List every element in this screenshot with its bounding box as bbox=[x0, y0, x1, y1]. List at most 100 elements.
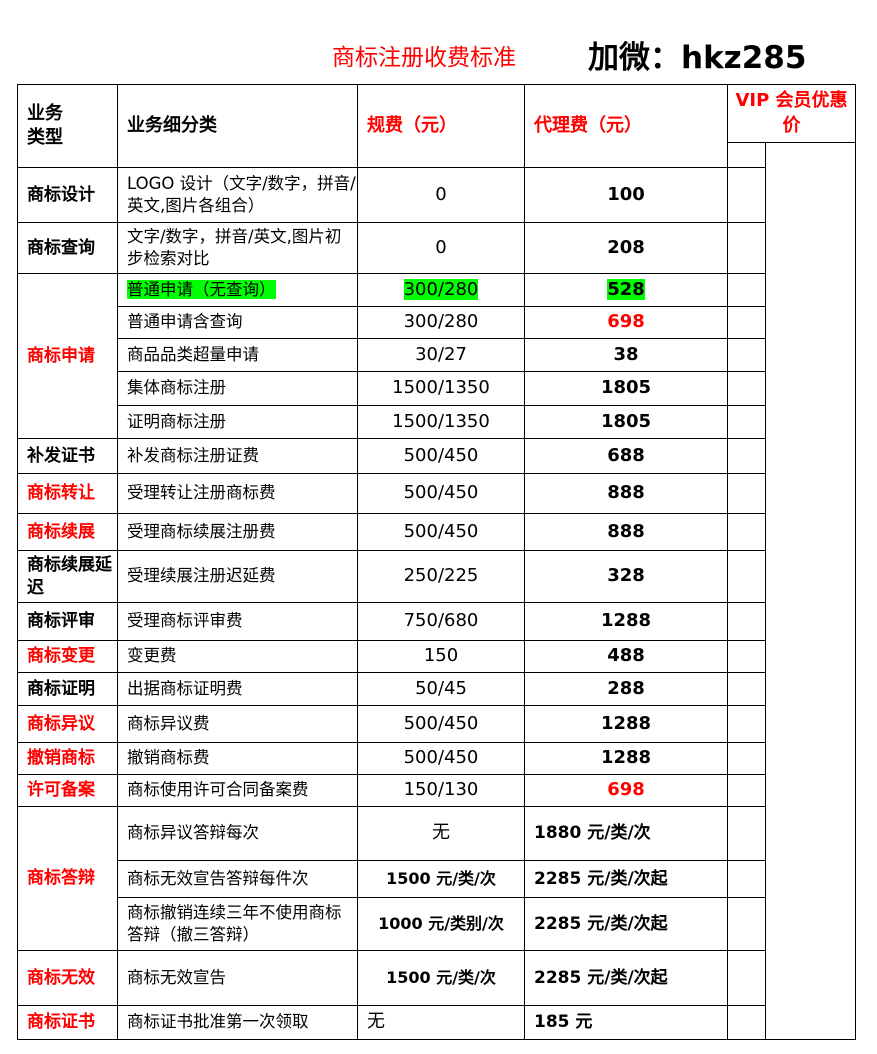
header-subtype: 业务细分类 bbox=[117, 84, 358, 168]
official-fee-cell-text: 无 bbox=[367, 1011, 385, 1033]
table-row: 商标转让 受理转让注册商标费 500/450 888 bbox=[17, 473, 856, 514]
agency-fee-cell-text: 1805 bbox=[600, 410, 652, 432]
official-fee-cell-text: 500/450 bbox=[403, 482, 479, 504]
table-row: 许可备案 商标使用许可合同备案费 150/130 698 bbox=[17, 774, 856, 807]
subtype-cell-text: 商标无效宣告答辩每件次 bbox=[127, 868, 309, 888]
category-cell: 撤销商标 bbox=[17, 742, 118, 775]
vip-price-cell bbox=[727, 860, 766, 898]
header-official-fee: 规费（元） bbox=[357, 84, 525, 168]
agency-fee-cell: 1805 bbox=[524, 371, 728, 406]
official-fee-cell: 30/27 bbox=[357, 338, 525, 372]
table-row: 商标撤销连续三年不使用商标答辩（撤三答辩） 1000 元/类别/次 2285 元/类… bbox=[18, 897, 856, 951]
agency-fee-cell-text: 2285 元/类/次起 bbox=[534, 868, 668, 889]
vip-price-cell bbox=[727, 338, 766, 372]
subtype-cell: 商标无效宣告 bbox=[117, 950, 358, 1006]
vip-cell bbox=[727, 142, 766, 168]
vip-price-cell bbox=[727, 774, 766, 807]
subtype-cell: 变更费 bbox=[117, 640, 358, 673]
category-cell: 许可备案 bbox=[17, 774, 118, 807]
agency-fee-cell: 688 bbox=[524, 438, 728, 474]
official-fee-cell-text: 50/45 bbox=[415, 677, 467, 699]
official-fee-cell-text: 750/680 bbox=[403, 610, 479, 632]
official-fee-cell: 150 bbox=[357, 640, 525, 673]
table-row: 商标评审 受理商标评审费 750/680 1288 bbox=[17, 602, 856, 641]
official-fee-cell-text: 300/280 bbox=[403, 311, 479, 333]
agency-fee-cell-text: 488 bbox=[607, 645, 645, 667]
table-row: 证明商标注册 1500/1350 1805 bbox=[18, 405, 856, 439]
vip-price-cell bbox=[727, 405, 766, 439]
subtype-cell: 受理商标评审费 bbox=[117, 602, 358, 641]
category-cell: 商标续展延迟 bbox=[17, 550, 118, 603]
agency-fee-cell: 888 bbox=[524, 513, 728, 551]
subtype-cell-text: 商标异议答辩每次 bbox=[127, 823, 259, 843]
category-cell: 商标无效 bbox=[17, 950, 118, 1006]
category-cell: 商标申请 bbox=[17, 273, 118, 439]
table-row: 商标设计 LOGO 设计（文字/数字，拼音/英文,图片各组合） 0 100 bbox=[17, 167, 856, 223]
official-fee-cell-text: 0 bbox=[435, 183, 447, 205]
agency-fee-cell: 185 元 bbox=[524, 1005, 728, 1040]
vip-price-cell bbox=[727, 550, 766, 603]
table-row: 商标续展延迟 受理续展注册迟延费 250/225 328 bbox=[17, 550, 856, 603]
official-fee-cell-text: 1000 元/类别/次 bbox=[378, 914, 504, 934]
table-row: 商标续展 受理商标续展注册费 500/450 888 bbox=[17, 513, 856, 551]
official-fee-cell-text: 500/450 bbox=[403, 712, 479, 734]
agency-fee-cell: 488 bbox=[524, 640, 728, 673]
vip-blank-column bbox=[765, 142, 856, 1040]
agency-fee-cell: 698 bbox=[524, 306, 728, 339]
table-row: 商标证书 商标证书批准第一次领取 无 185 元 bbox=[17, 1005, 856, 1040]
official-fee-cell: 300/280 bbox=[357, 306, 525, 339]
vip-price-cell bbox=[727, 473, 766, 514]
subtype-cell-text: 受理转让注册商标费 bbox=[127, 483, 276, 503]
subtype-cell: 撤销商标费 bbox=[117, 742, 358, 775]
table-row: 商标无效 商标无效宣告 1500 元/类/次 2285 元/类/次起 bbox=[17, 950, 856, 1006]
agency-fee-cell-text: 1805 bbox=[600, 377, 652, 399]
header-type: 业务 类型 bbox=[17, 84, 118, 168]
subtype-cell-text: 受理商标续展注册费 bbox=[127, 521, 276, 541]
agency-fee-cell-text: 1880 元/类/次 bbox=[534, 823, 651, 844]
category-cell: 商标变更 bbox=[17, 640, 118, 673]
subtype-cell-text: 商品品类超量申请 bbox=[127, 344, 259, 364]
official-fee-cell: 无 bbox=[357, 806, 525, 861]
subtype-cell: 商标异议费 bbox=[117, 705, 358, 743]
official-fee-cell: 250/225 bbox=[357, 550, 525, 603]
official-fee-cell-text: 250/225 bbox=[403, 565, 479, 587]
official-fee-cell-text: 1500/1350 bbox=[392, 410, 490, 432]
agency-fee-cell: 528 bbox=[524, 273, 728, 307]
agency-fee-cell: 1805 bbox=[524, 405, 728, 439]
official-fee-cell-text: 150 bbox=[423, 645, 459, 667]
official-fee-cell-text: 500/450 bbox=[403, 444, 479, 466]
agency-fee-cell-text: 38 bbox=[613, 343, 639, 365]
official-fee-cell: 150/130 bbox=[357, 774, 525, 807]
official-fee-cell: 500/450 bbox=[357, 742, 525, 775]
official-fee-cell-text: 500/450 bbox=[403, 520, 479, 542]
subtype-cell: 受理商标续展注册费 bbox=[117, 513, 358, 551]
page-title: 商标注册收费标准 bbox=[332, 45, 516, 71]
agency-fee-cell-text: 688 bbox=[607, 444, 645, 466]
vip-price-cell bbox=[727, 806, 766, 861]
table-row: 商品品类超量申请 30/27 38 bbox=[18, 338, 856, 372]
agency-fee-cell-text: 100 bbox=[607, 183, 645, 205]
agency-fee-cell-text: 288 bbox=[607, 677, 645, 699]
official-fee-cell: 500/450 bbox=[357, 513, 525, 551]
official-fee-cell: 50/45 bbox=[357, 672, 525, 706]
table-row: 商标查询 文字/数字，拼音/英文,图片初步检索对比 0 208 bbox=[17, 222, 856, 274]
subtype-cell-text: 普通申请（无查询） bbox=[127, 279, 276, 299]
official-fee-cell: 0 bbox=[357, 222, 525, 274]
subtype-cell: 受理续展注册迟延费 bbox=[117, 550, 358, 603]
official-fee-cell: 500/450 bbox=[357, 438, 525, 474]
official-fee-cell: 1500 元/类/次 bbox=[357, 950, 525, 1006]
subtype-cell-text: 集体商标注册 bbox=[127, 378, 226, 398]
subtype-cell: 普通申请含查询 bbox=[117, 306, 358, 339]
subtype-cell: 普通申请（无查询） bbox=[117, 273, 358, 307]
official-fee-cell-text: 150/130 bbox=[403, 779, 479, 801]
agency-fee-cell-text: 528 bbox=[607, 278, 645, 300]
subtype-cell-text: 商标无效宣告 bbox=[127, 967, 226, 987]
vip-price-cell bbox=[727, 742, 766, 775]
agency-fee-cell: 2285 元/类/次起 bbox=[524, 897, 728, 951]
category-cell: 商标续展 bbox=[17, 513, 118, 551]
subtype-cell-text: 商标撤销连续三年不使用商标答辩（撤三答辩） bbox=[127, 902, 342, 944]
agency-fee-cell: 288 bbox=[524, 672, 728, 706]
subtype-cell-text: 商标证书批准第一次领取 bbox=[127, 1012, 309, 1032]
header-vip-price: VIP 会员优惠价 bbox=[727, 84, 856, 143]
agency-fee-cell: 2285 元/类/次起 bbox=[524, 950, 728, 1006]
